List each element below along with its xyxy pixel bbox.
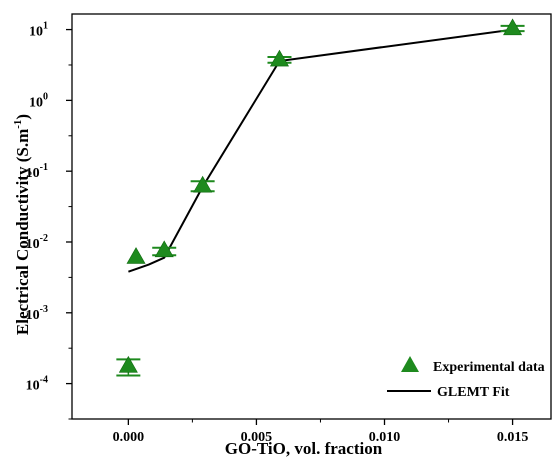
x-tick-label: 0.000 (113, 430, 145, 445)
fit-line-layer (128, 28, 513, 273)
marker-layer (116, 18, 525, 377)
x-tick-label: 0.010 (369, 430, 401, 445)
x-axis-label: GO-TiO, vol. fraction (225, 439, 383, 458)
data-point-triangle (126, 247, 146, 264)
legend: Experimental data GLEMT Fit (387, 356, 545, 400)
y-tick-label: 10-1 (26, 162, 48, 181)
legend-marker-experimental (401, 356, 419, 372)
y-tick-label: 101 (29, 21, 48, 40)
y-tick-label: 100 (29, 91, 48, 110)
x-tick-label: 0.005 (241, 430, 273, 445)
y-tick-label: 10-4 (26, 375, 48, 394)
y-axis-label: Electrical Conductivity (S.m-1) (12, 114, 32, 335)
fit-line (128, 28, 513, 273)
y-tick-label: 10-2 (26, 233, 48, 252)
data-point-triangle (503, 18, 523, 36)
data-point-triangle (154, 240, 174, 258)
data-point-triangle (193, 175, 213, 193)
x-tick-label: 0.015 (497, 430, 529, 445)
plot-area (71, 13, 552, 420)
axes-layer: 0.000 0.005 0.010 0.015 10-4 10-3 10-2 10-1 100 1… (12, 21, 528, 458)
legend-label-experimental: Experimental data (433, 360, 545, 375)
data-point-triangle (118, 355, 138, 373)
data-point-triangle (269, 49, 289, 67)
legend-label-fit: GLEMT Fit (437, 385, 510, 400)
plot-frame (71, 13, 552, 420)
y-tick-label: 10-3 (26, 304, 48, 323)
